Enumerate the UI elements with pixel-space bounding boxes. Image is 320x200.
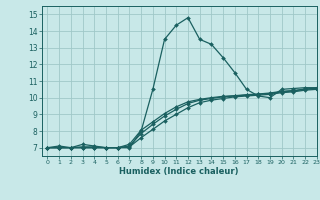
X-axis label: Humidex (Indice chaleur): Humidex (Indice chaleur): [119, 167, 239, 176]
